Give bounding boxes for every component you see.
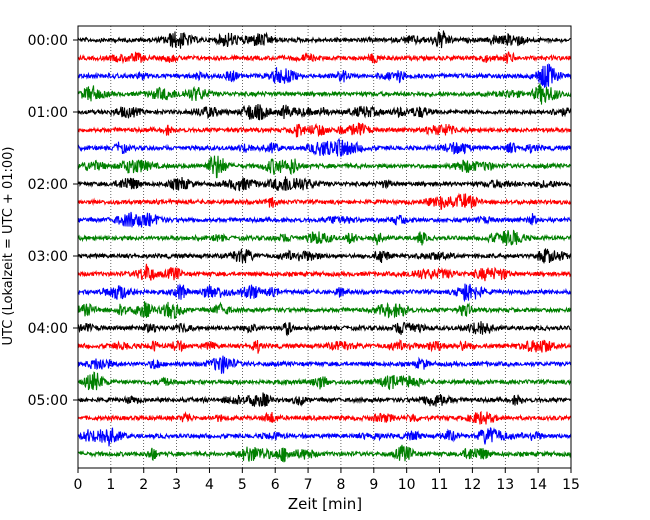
trace-0045 <box>77 83 572 105</box>
x-tick-label: 10 <box>398 477 416 493</box>
plot-frame <box>77 25 572 469</box>
trace-0215 <box>77 192 572 210</box>
x-tick-label: 5 <box>238 477 247 493</box>
trace-0515 <box>77 410 572 425</box>
x-tick-label: 12 <box>463 477 481 493</box>
trace-0415 <box>77 338 572 354</box>
trace-0445 <box>77 371 572 391</box>
trace-0345 <box>77 301 572 319</box>
x-tick-label: 8 <box>336 477 345 493</box>
x-tick-label: 2 <box>139 477 148 493</box>
trace-0330 <box>77 283 572 303</box>
y-axis-label: UTC (Lokalzeit = UTC + 01:00) <box>1 147 16 346</box>
x-tick-label: 0 <box>74 477 83 493</box>
trace-0130 <box>77 137 572 158</box>
trace-0545 <box>77 444 572 463</box>
x-tick-label: 9 <box>369 477 378 493</box>
x-tick-label: 14 <box>529 477 547 493</box>
trace-0230 <box>77 211 572 228</box>
y-tick-label: 05:00 <box>28 393 68 409</box>
trace-0100 <box>77 103 572 121</box>
x-tick-label: 15 <box>562 477 580 493</box>
trace-0200 <box>77 176 572 192</box>
y-axis-ticks: 00:00 01:00 02:00 03:00 04:00 05:00 <box>28 33 78 409</box>
trace-0145 <box>77 155 572 179</box>
y-tick-label: 01:00 <box>28 105 68 121</box>
trace-0315 <box>77 263 572 282</box>
x-tick-label: 7 <box>304 477 313 493</box>
trace-0300 <box>77 248 572 264</box>
x-tick-label: 13 <box>496 477 514 493</box>
x-axis-label: Zeit [min] <box>288 495 362 513</box>
y-tick-label: 02:00 <box>28 177 68 193</box>
trace-0245 <box>77 229 572 246</box>
trace-0030 <box>77 63 572 88</box>
x-tick-label: 3 <box>172 477 181 493</box>
y-tick-label: 00:00 <box>28 33 68 49</box>
trace-0530 <box>77 427 572 447</box>
trace-0500 <box>77 392 572 408</box>
x-tick-label: 6 <box>271 477 280 493</box>
x-tick-label: 11 <box>431 477 449 493</box>
y-tick-label: 04:00 <box>28 321 68 337</box>
y-tick-label: 03:00 <box>28 249 68 265</box>
x-tick-label: 1 <box>106 477 115 493</box>
x-axis-ticks: 0 1 2 3 4 5 6 7 8 9 10 11 12 13 14 15 <box>74 468 580 493</box>
seismic-traces <box>77 30 572 463</box>
trace-0400 <box>77 321 572 337</box>
trace-0430 <box>77 355 572 374</box>
trace-0000 <box>77 30 572 49</box>
trace-0115 <box>77 122 572 138</box>
x-tick-label: 4 <box>205 477 214 493</box>
trace-0015 <box>77 51 572 65</box>
